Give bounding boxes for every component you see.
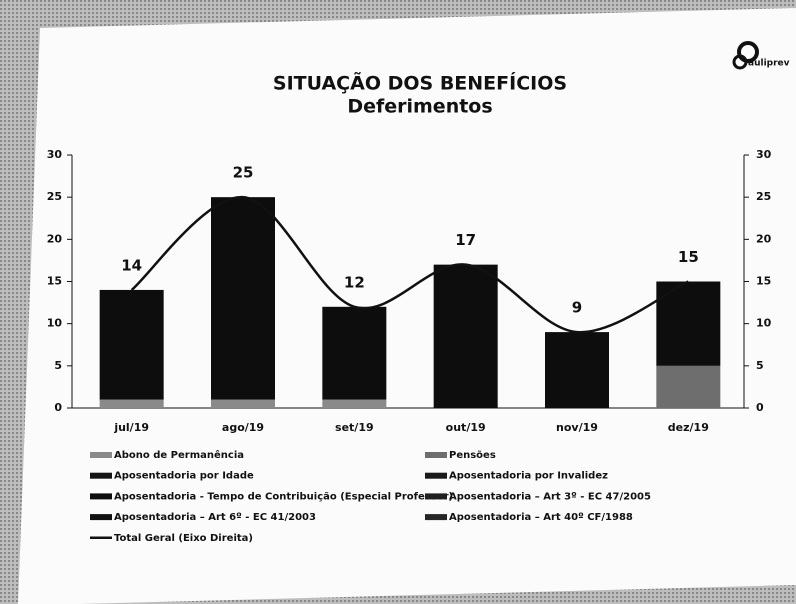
legend-label: Aposentadoria – Art 3º - EC 47/2005 [449,491,651,502]
legend-swatch [90,452,112,458]
y2-tick-label: 15 [756,275,771,288]
legend-label: Aposentadoria – Art 6º - EC 41/2003 [114,512,316,523]
legend-label: Aposentadoria – Art 40º CF/1988 [449,512,633,523]
y2-tick-label: 5 [756,359,764,372]
y-tick-label: 25 [47,190,62,203]
legend-swatch [425,472,447,479]
bar-segment [545,332,609,408]
bar-segment [322,306,387,400]
legend-swatch [90,472,112,479]
total-line [130,195,689,334]
bar-segment [211,399,275,408]
scan-border [80,585,796,604]
data-label: 12 [344,273,365,291]
legend-swatch [425,514,447,521]
bar-segment [99,289,164,400]
legend-label: Total Geral (Eixo Direita) [114,533,253,544]
y-tick-label: 10 [47,317,63,330]
chart-subtitle: Deferimentos [347,96,492,118]
x-tick-label: ago/19 [222,421,264,434]
y2-tick-label: 0 [756,401,764,414]
data-label: 17 [455,231,476,249]
x-tick-label: nov/19 [556,421,598,434]
y-tick-label: 15 [47,275,62,288]
legend-swatch [425,452,447,458]
logo-text: auliprev [748,59,790,69]
legend-label: Aposentadoria - Tempo de Contribuição (E… [114,491,453,502]
x-tick-label: jul/19 [113,421,149,434]
legend-swatch [90,493,112,500]
data-label: 14 [121,256,142,274]
logo-icon [737,41,759,63]
logo-icon [732,54,748,70]
y-tick-label: 30 [47,148,63,161]
y2-tick-label: 25 [756,190,771,203]
y2-tick-label: 10 [756,317,772,330]
legend-swatch [90,514,112,521]
data-label: 15 [678,248,699,266]
x-tick-label: out/19 [446,421,486,434]
y2-tick-label: 30 [756,148,772,161]
legend-label: Aposentadoria por Invalidez [449,471,608,482]
data-label: 25 [233,164,254,182]
bar-segment [656,365,721,408]
chart-title: SITUAÇÃO DOS BENEFÍCIOS [273,71,567,95]
bar-segment [99,399,164,408]
legend-label: Pensões [449,450,496,461]
legend-label: Abono de Permanência [114,449,244,461]
bar-segment [211,197,275,400]
y-tick-label: 5 [54,359,62,372]
y-tick-label: 0 [54,401,62,414]
data-label: 9 [572,299,582,317]
legend-swatch [425,493,447,500]
bar-segment [322,399,387,408]
y2-tick-label: 20 [756,232,772,245]
legend-label: Aposentadoria por Idade [114,471,254,482]
y-tick-label: 20 [47,232,63,245]
bar-segment [433,264,498,408]
x-tick-label: dez/19 [668,421,709,434]
x-tick-label: set/19 [335,421,374,434]
